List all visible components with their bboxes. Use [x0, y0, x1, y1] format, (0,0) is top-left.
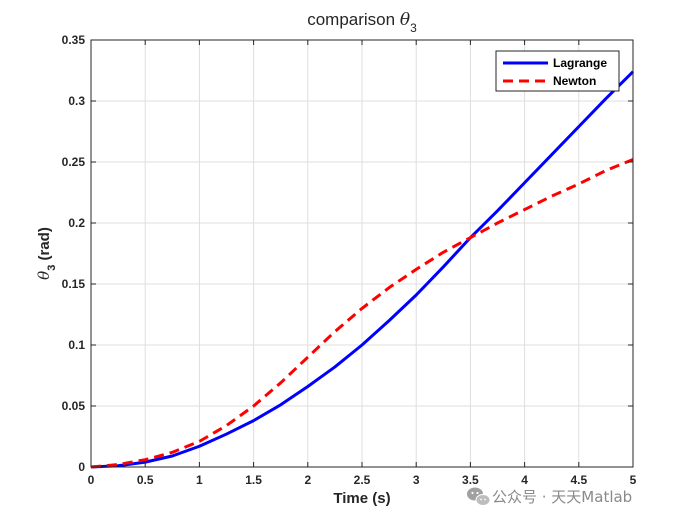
axis-ticks: 0 0.5 1 1.5 2 2.5 3 3.5 4 4.5 5 0 0.05 0.1 0.15 0.2 0.25…: [62, 33, 637, 487]
y-tick-label: 0.3: [68, 94, 85, 108]
y-axis-label-unit: (rad): [36, 227, 53, 265]
y-tick-label: 0.1: [68, 338, 85, 352]
watermark: 公众号 · 天天Matlab: [467, 487, 632, 506]
x-tick-label: 0.5: [137, 473, 154, 487]
chart-title-text: comparison: [307, 10, 400, 29]
chart-title: comparison θ3: [307, 10, 417, 35]
x-tick-label: 2.5: [354, 473, 371, 487]
y-tick-label: 0: [78, 460, 85, 474]
x-tick-label: 3.5: [462, 473, 479, 487]
y-axis-label-subscript: 3: [46, 265, 58, 271]
legend: Lagrange Newton: [495, 50, 620, 92]
x-tick-label: 1: [196, 473, 203, 487]
legend-box: [495, 50, 620, 92]
y-axis-label: θ3 (rad): [35, 227, 58, 280]
x-tick-label: 0: [88, 473, 95, 487]
x-tick-label: 3: [413, 473, 420, 487]
series-line-lagrange: [90, 70, 635, 469]
x-tick-label: 2: [304, 473, 311, 487]
x-tick-label: 4.5: [570, 473, 587, 487]
y-tick-label: 0.2: [68, 216, 85, 230]
x-axis-label: Time (s): [333, 490, 390, 507]
y-tick-label: 0.35: [62, 33, 86, 47]
y-tick-label: 0.25: [62, 155, 86, 169]
watermark-text: 公众号 · 天天Matlab: [492, 488, 632, 506]
x-tick-label: 1.5: [245, 473, 262, 487]
y-tick-label: 0.05: [62, 399, 86, 413]
wechat-icon: [467, 487, 491, 506]
x-tick-label: 5: [630, 473, 637, 487]
series-layer: [90, 70, 635, 469]
y-axis-label-symbol: θ: [35, 271, 53, 280]
x-tick-label: 4: [521, 473, 528, 487]
legend-label-newton: Newton: [553, 74, 596, 88]
y-tick-label: 0.15: [62, 277, 86, 291]
chart-title-symbol: θ: [400, 10, 410, 30]
chart-title-subscript: 3: [410, 21, 417, 35]
series-line-newton: [90, 158, 634, 469]
legend-label-lagrange: Lagrange: [553, 56, 607, 70]
